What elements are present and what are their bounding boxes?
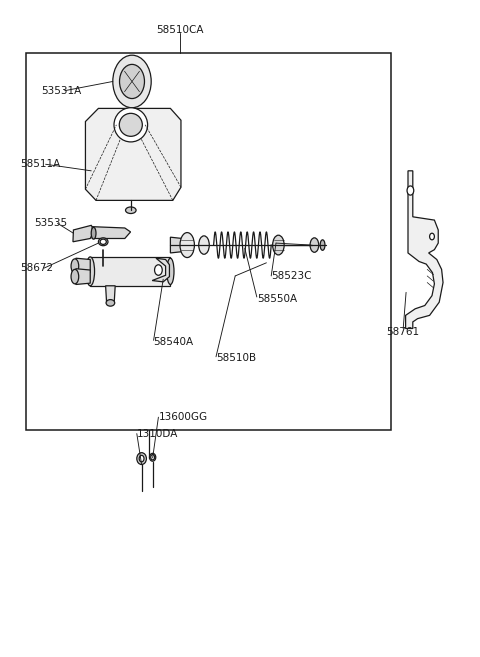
Ellipse shape	[310, 238, 319, 252]
Text: 58550A: 58550A	[257, 294, 297, 304]
Circle shape	[139, 455, 144, 462]
Ellipse shape	[71, 269, 79, 284]
Ellipse shape	[149, 453, 156, 461]
Text: 58672: 58672	[20, 263, 53, 273]
Ellipse shape	[320, 240, 325, 250]
Polygon shape	[406, 171, 443, 328]
Text: 53535: 53535	[35, 218, 68, 229]
Polygon shape	[170, 237, 182, 253]
Text: 58510B: 58510B	[216, 353, 256, 363]
Ellipse shape	[98, 238, 108, 246]
Text: 58510CA: 58510CA	[156, 24, 204, 35]
Circle shape	[113, 55, 151, 108]
Polygon shape	[106, 286, 115, 302]
Ellipse shape	[86, 257, 95, 286]
Text: 1310DA: 1310DA	[137, 428, 178, 439]
Ellipse shape	[137, 453, 146, 464]
Circle shape	[151, 455, 155, 460]
Circle shape	[155, 265, 162, 275]
Circle shape	[120, 64, 144, 99]
Ellipse shape	[100, 239, 107, 244]
Ellipse shape	[114, 108, 148, 142]
Ellipse shape	[167, 258, 174, 284]
Circle shape	[407, 186, 414, 195]
Text: 58540A: 58540A	[154, 336, 194, 347]
Polygon shape	[152, 258, 169, 282]
Ellipse shape	[101, 265, 106, 269]
Polygon shape	[73, 225, 95, 242]
Circle shape	[430, 233, 434, 240]
Ellipse shape	[71, 259, 79, 273]
Text: 58511A: 58511A	[20, 159, 60, 170]
Ellipse shape	[273, 235, 284, 255]
Ellipse shape	[106, 300, 115, 306]
Polygon shape	[76, 258, 90, 274]
Polygon shape	[76, 269, 90, 284]
Text: 58523C: 58523C	[271, 271, 312, 281]
Ellipse shape	[125, 207, 136, 214]
Text: 53531A: 53531A	[41, 85, 81, 96]
Ellipse shape	[80, 262, 89, 271]
Ellipse shape	[119, 114, 142, 137]
Ellipse shape	[180, 233, 194, 258]
Text: 58761: 58761	[386, 327, 420, 337]
Ellipse shape	[91, 227, 96, 239]
Polygon shape	[85, 108, 181, 200]
Text: 13600GG: 13600GG	[158, 412, 207, 422]
Ellipse shape	[199, 236, 209, 254]
Polygon shape	[92, 227, 131, 238]
Bar	[90, 257, 170, 286]
Bar	[26, 53, 391, 430]
